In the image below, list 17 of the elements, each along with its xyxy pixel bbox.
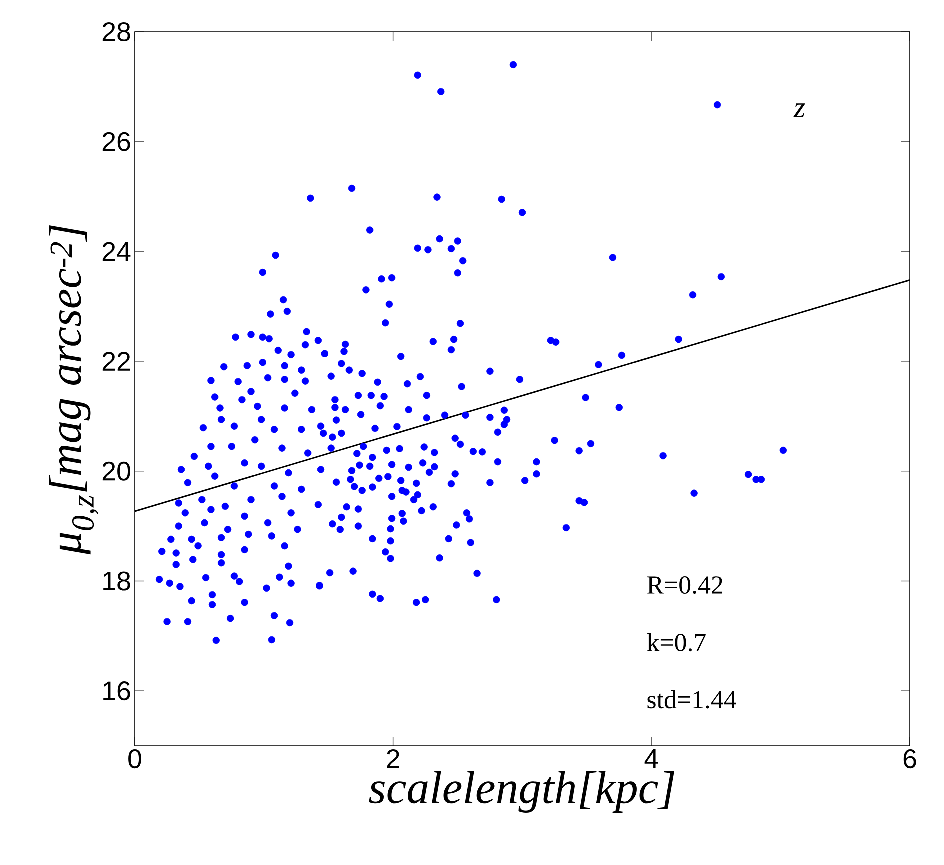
y-tick-label: 24 [102, 242, 131, 262]
annotation: std=1.44 [648, 690, 736, 709]
y-tick-label: 18 [104, 572, 130, 591]
annotation: k=0.7 [647, 633, 706, 652]
x-tick-label: 4 [644, 750, 658, 768]
y-axis-title: μ$_{0,z}$[mag arcsec$^{-2}$] [49, 225, 99, 555]
x-tick-label: 0 [128, 750, 142, 769]
y-tick-label: 26 [102, 132, 130, 152]
x-tick-label: 6 [904, 750, 916, 769]
annotation: z [794, 104, 806, 118]
y-tick-label: 20 [102, 462, 130, 481]
y-tick-label: 28 [102, 22, 130, 42]
annotation: R=0.42 [647, 576, 723, 594]
y-tick-label: 16 [104, 682, 130, 701]
x-tick-label: 2 [387, 750, 400, 768]
x-axis-title: scalelength[kpc] [369, 771, 674, 813]
y-tick-label: 22 [102, 352, 130, 371]
